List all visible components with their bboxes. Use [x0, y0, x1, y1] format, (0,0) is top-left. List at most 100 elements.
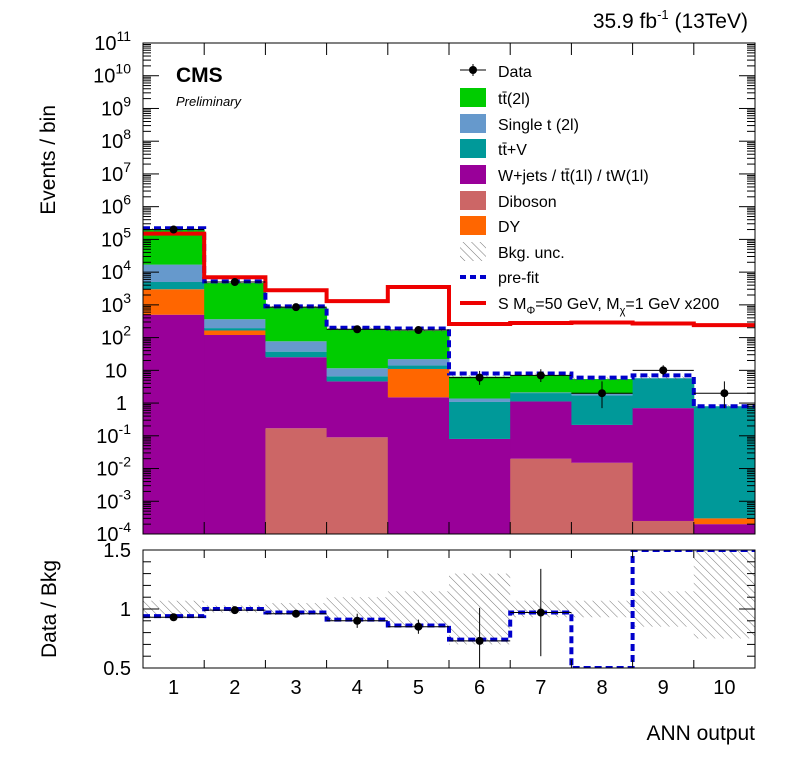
svg-text:pre-fit: pre-fit: [498, 270, 539, 287]
data-point: [598, 389, 606, 398]
stack-bar: [387, 368, 450, 398]
stack-bar: [510, 401, 572, 459]
lumi-label: 35.9 fb-1 (13TeV): [593, 7, 748, 33]
ratio-y-axis-label: Data / Bkg: [38, 560, 61, 658]
y-tick-label: 10-1: [96, 421, 131, 448]
stack-bar: [571, 424, 634, 463]
stack-bar: [510, 375, 572, 393]
x-tick-label: 8: [596, 677, 607, 699]
ratio-y-ticks: 0.5 1 1.5: [103, 540, 755, 680]
stack-bar: [632, 520, 695, 534]
data-point: [414, 326, 423, 335]
x-tick-label: 9: [658, 677, 669, 699]
x-axis-ticks: 1 2 3 4 5 6 7 8 9 10: [142, 550, 756, 699]
svg-text:Diboson: Diboson: [498, 194, 557, 211]
svg-text:Single t (2l): Single t (2l): [498, 117, 579, 134]
ratio-tick-label: 1.5: [103, 540, 131, 562]
stack-bar: [143, 264, 205, 282]
stack-bar: [204, 335, 266, 534]
stack-bar: [693, 518, 755, 525]
y-tick-label: 104: [101, 257, 131, 284]
legend-dy: DY: [460, 216, 521, 236]
y-tick-label: 102: [101, 323, 131, 350]
legend-wjets: W+jets / tt̄(1l) / tW(1l): [460, 165, 649, 185]
data-point: [536, 371, 545, 380]
legend: Data tt̄(2l) Single t (2l) tt̄+V W+jets …: [460, 64, 719, 317]
ratio-unc-band: [693, 550, 755, 639]
data-point: [475, 373, 484, 382]
stack-bar: [143, 281, 205, 290]
stack-layer: [143, 229, 755, 534]
y-tick-label: 108: [101, 126, 131, 153]
stack-bar: [204, 328, 266, 331]
ratio-point: [230, 606, 239, 615]
stack-bar: [204, 330, 266, 336]
x-axis-ticks-main: [142, 43, 756, 534]
ratio-point: [536, 608, 545, 617]
ratio-tick-label: 0.5: [103, 658, 131, 680]
legend-diboson: Diboson: [460, 191, 557, 211]
main-pad: 1011101010910810710610510410310210110-11…: [37, 28, 756, 546]
stack-bar: [326, 376, 389, 382]
stack-bar: [265, 307, 328, 342]
x-tick-label: 3: [290, 677, 301, 699]
svg-text:tt̄+V: tt̄+V: [498, 142, 527, 159]
svg-text:Bkg. unc.: Bkg. unc.: [498, 245, 565, 262]
y-tick-label: 10-4: [96, 519, 131, 546]
data-point: [353, 325, 362, 334]
ratio-unc-band: [265, 603, 327, 615]
stack-bar: [510, 393, 572, 402]
stack-bar: [449, 438, 511, 534]
legend-ttbar-2l: tt̄(2l): [460, 88, 530, 108]
svg-text:S MΦ=50 GeV, Mχ=1 GeV x200: S MΦ=50 GeV, Mχ=1 GeV x200: [498, 296, 719, 317]
stack-bar: [387, 397, 450, 534]
ratio-point: [353, 616, 362, 625]
ratio-unc-layer: [143, 550, 755, 645]
x-tick-label: 4: [352, 677, 363, 699]
ratio-point: [475, 636, 484, 645]
bkg-unc-band: [632, 376, 694, 380]
data-point: [230, 277, 239, 286]
y-tick-label: 109: [101, 93, 131, 120]
ratio-point: [414, 622, 423, 631]
ratio-unc-band: [571, 600, 633, 618]
signal-layer: [143, 231, 755, 328]
ratio-data-layer: [143, 568, 572, 668]
signal-line: [143, 231, 755, 328]
stack-bar: [265, 357, 328, 429]
x-tick-label: 6: [474, 677, 485, 699]
ratio-unc-band: [143, 600, 205, 618]
stack-bar: [143, 289, 205, 315]
legend-bkg-unc: Bkg. unc.: [460, 242, 565, 262]
stack-bar: [326, 329, 389, 369]
x-tick-label: 5: [413, 677, 424, 699]
y-tick-label: 1: [116, 393, 127, 415]
stack-bar: [204, 319, 266, 329]
legend-prefit: pre-fit: [460, 270, 539, 287]
data-point: [292, 303, 300, 312]
y-tick-label: 103: [101, 290, 131, 317]
y-tick-label: 105: [101, 224, 131, 251]
ratio-tick-label: 1: [120, 599, 131, 621]
legend-signal: S MΦ=50 GeV, Mχ=1 GeV x200: [460, 296, 719, 317]
y-axis-labels: 1011101010910810710610510410310210110-11…: [93, 28, 131, 546]
stack-bar: [449, 398, 511, 402]
x-tick-label: 10: [713, 677, 735, 699]
cms-sublabel: Preliminary: [176, 94, 243, 109]
stack-bar: [632, 408, 695, 521]
data-point: [169, 225, 178, 234]
stack-bar: [510, 392, 572, 394]
ratio-pad: 0.5 1 1.5 1 2 3 4 5 6 7 8 9 10 Data / Bkg ANN outpu…: [38, 540, 756, 745]
y-tick-label: 106: [101, 192, 131, 219]
stack-bar: [387, 330, 450, 360]
data-layer: [143, 225, 755, 409]
ratio-unc-band: [326, 597, 388, 621]
stack-bar: [265, 351, 328, 358]
y-tick-label: 10-2: [96, 454, 131, 481]
stack-bar: [632, 378, 695, 409]
cms-label: CMS: [176, 64, 223, 87]
data-point: [659, 366, 668, 375]
y-axis-label: Events / bin: [37, 105, 60, 215]
x-axis-label: ANN output: [646, 722, 755, 745]
ratio-point: [169, 613, 178, 622]
